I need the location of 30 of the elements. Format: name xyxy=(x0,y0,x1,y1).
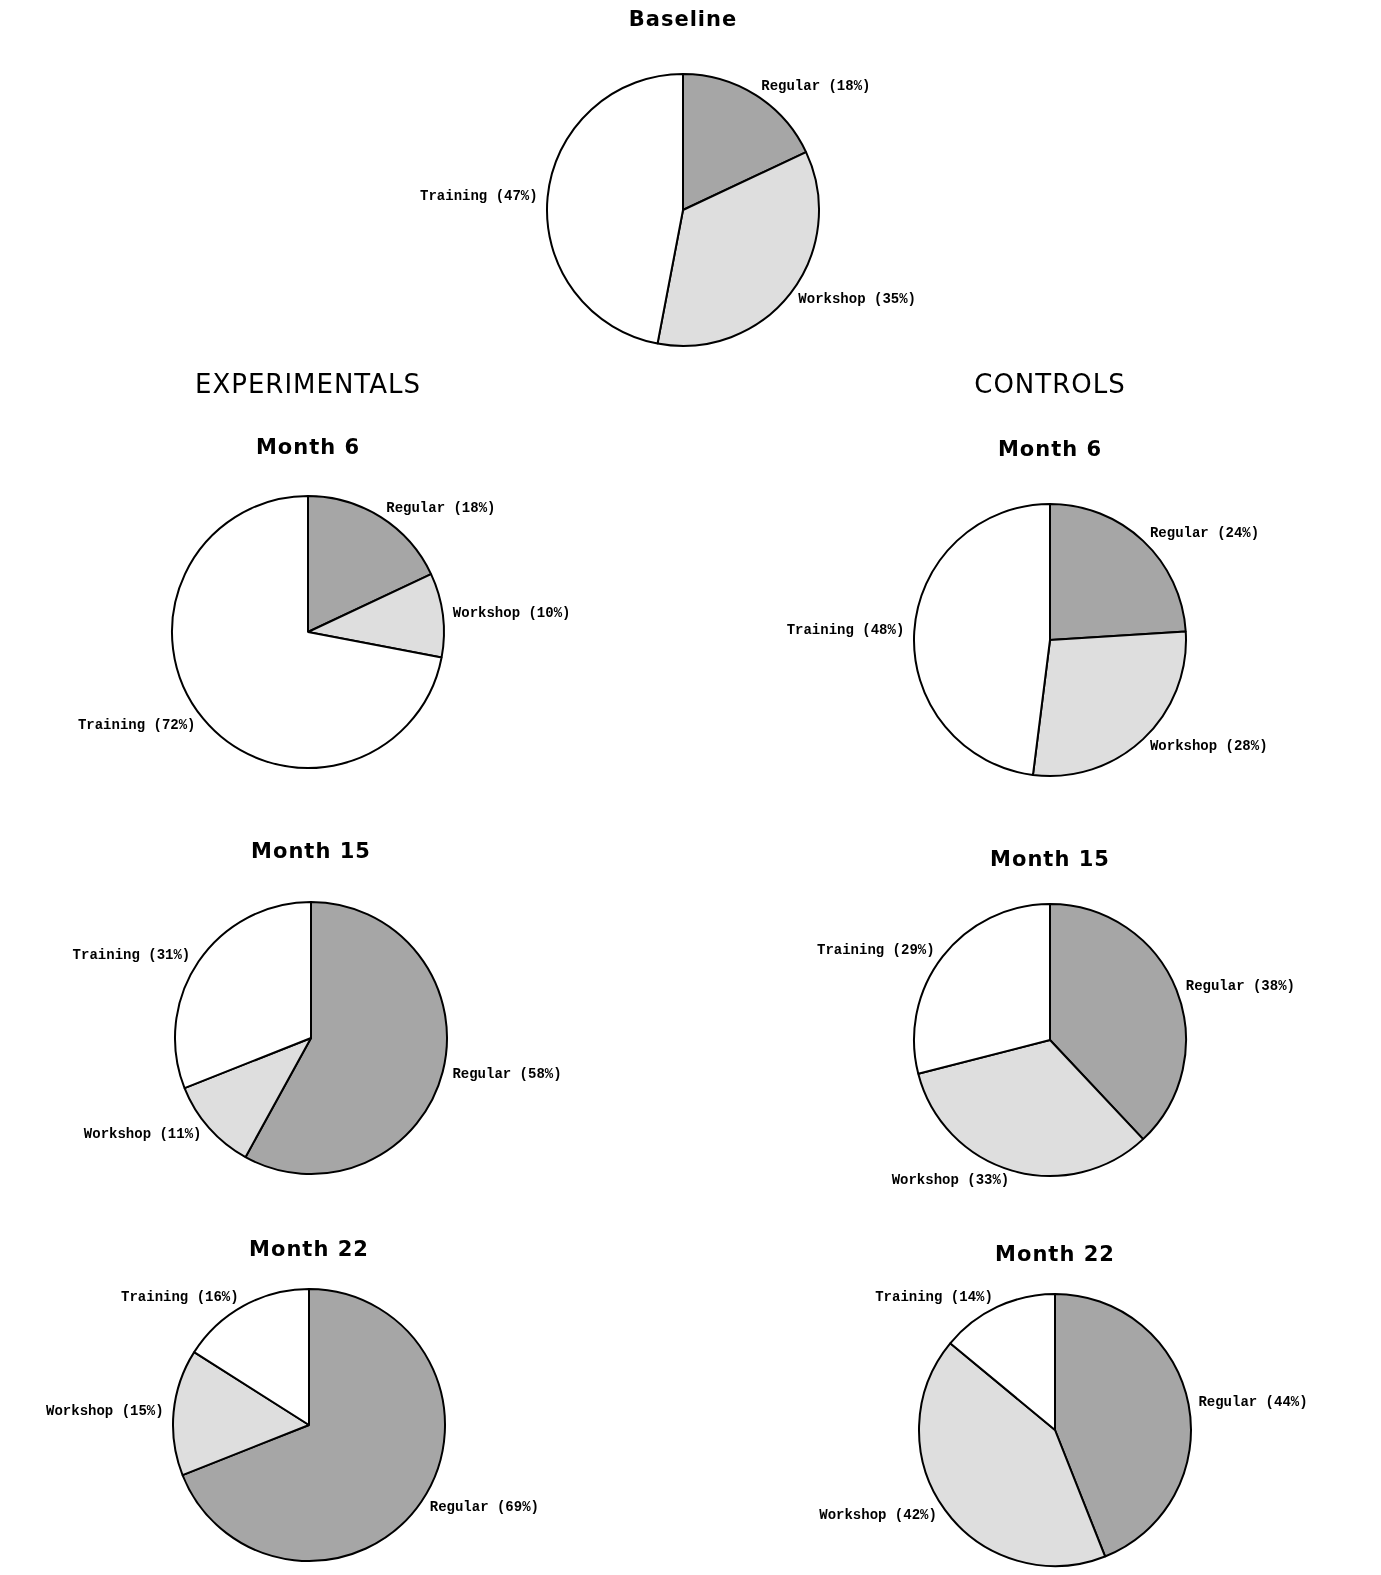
chart-title: Baseline xyxy=(627,7,739,31)
slice-label: Regular (18%) xyxy=(386,500,496,517)
slice-label: Regular (44%) xyxy=(1198,1394,1308,1411)
chart-title: Month 22 xyxy=(248,1237,370,1261)
slice-label: Workshop (35%) xyxy=(798,291,916,308)
slice-label: Workshop (42%) xyxy=(819,1507,937,1524)
slice-label: Training (72%) xyxy=(77,716,196,733)
text: EXPERIMENTALS xyxy=(194,369,422,399)
slice-label: Workshop (10%) xyxy=(452,605,571,622)
slice-label: Regular (18%) xyxy=(761,78,871,95)
slice-label: Workshop (28%) xyxy=(1149,737,1268,754)
slice-label: Regular (38%) xyxy=(1185,977,1295,994)
chart-title: Month 15 xyxy=(250,839,372,863)
slice-label: Training (31%) xyxy=(72,947,191,964)
chart-title: Month 6 xyxy=(254,435,362,459)
slice-label: Training (47%) xyxy=(420,187,538,204)
chart-title: Month 22 xyxy=(994,1242,1116,1266)
slice-label: Regular (24%) xyxy=(1149,525,1260,542)
text: CONTROLS xyxy=(973,369,1127,399)
slice-label: Workshop (33%) xyxy=(891,1171,1010,1188)
slice-label: Workshop (11%) xyxy=(83,1126,202,1143)
chart-title: Month 6 xyxy=(996,437,1104,461)
slice-label: Workshop (15%) xyxy=(46,1402,164,1419)
slice-label: Training (29%) xyxy=(817,942,935,959)
slice-label: Training (16%) xyxy=(121,1288,239,1305)
slice-label: Regular (58%) xyxy=(452,1065,562,1082)
slice-label: Training (48%) xyxy=(786,622,905,639)
chart-title: Month 15 xyxy=(989,847,1111,871)
slice-label: Regular (69%) xyxy=(429,1498,539,1515)
slice-label: Training (14%) xyxy=(875,1289,993,1306)
